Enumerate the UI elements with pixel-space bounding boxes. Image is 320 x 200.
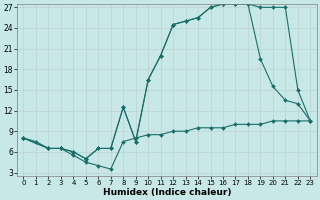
- X-axis label: Humidex (Indice chaleur): Humidex (Indice chaleur): [103, 188, 231, 197]
